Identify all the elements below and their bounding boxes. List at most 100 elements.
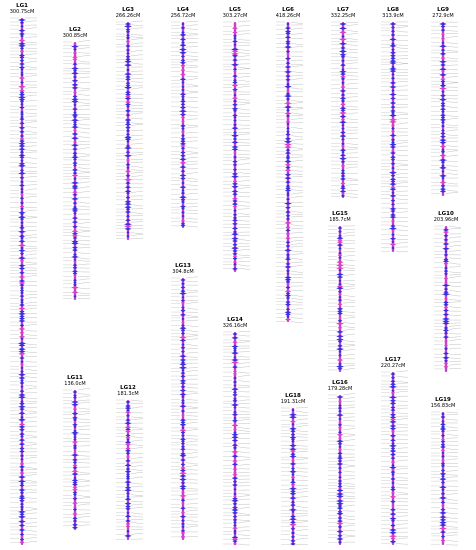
connector <box>395 58 406 60</box>
marker <box>232 103 238 107</box>
connector <box>290 95 301 97</box>
connector <box>130 45 141 48</box>
marker <box>440 469 446 472</box>
marker <box>231 336 239 340</box>
marker <box>181 426 185 430</box>
connector <box>185 440 196 443</box>
marker <box>20 507 24 511</box>
connector <box>24 368 35 371</box>
marker <box>439 98 447 101</box>
marker <box>73 253 77 257</box>
marker <box>179 404 187 408</box>
marker <box>441 488 445 492</box>
marker <box>286 82 290 86</box>
connector <box>77 471 88 474</box>
marker <box>440 104 446 108</box>
connector <box>237 66 248 69</box>
connector <box>77 191 88 193</box>
marker <box>441 120 445 124</box>
marker <box>125 57 131 61</box>
connector <box>24 444 35 447</box>
marker <box>19 294 25 298</box>
connector <box>24 489 35 491</box>
marker <box>389 182 397 186</box>
group-name: LG9 <box>437 7 449 13</box>
connector <box>24 237 35 239</box>
marker <box>439 52 447 56</box>
marker <box>72 423 78 427</box>
marker <box>291 510 295 514</box>
marker <box>286 315 290 319</box>
marker <box>337 485 343 488</box>
connector <box>24 121 35 124</box>
marker <box>73 120 77 124</box>
marker <box>71 412 79 415</box>
marker <box>179 487 187 491</box>
marker <box>439 73 447 77</box>
connector <box>77 516 88 518</box>
marker <box>181 81 185 84</box>
marker <box>337 442 343 446</box>
marker <box>72 147 78 151</box>
connector <box>445 520 456 523</box>
connector <box>290 176 301 178</box>
marker <box>442 335 450 339</box>
marker <box>180 420 186 424</box>
marker <box>71 143 79 147</box>
marker <box>286 154 290 158</box>
connector <box>77 170 88 173</box>
marker <box>285 241 291 244</box>
connector <box>237 386 248 388</box>
marker <box>441 176 445 180</box>
marker <box>285 300 291 304</box>
marker <box>284 105 292 109</box>
marker <box>290 480 296 484</box>
connector <box>395 477 406 479</box>
connector <box>237 25 248 27</box>
connector <box>185 180 196 182</box>
connector <box>130 512 141 515</box>
connector <box>237 124 248 126</box>
marker <box>291 440 295 443</box>
connector <box>395 44 406 46</box>
connector <box>290 21 301 24</box>
marker <box>233 529 237 533</box>
marker <box>391 481 395 485</box>
connector <box>290 321 301 323</box>
marker <box>18 239 26 243</box>
marker <box>284 143 292 146</box>
marker <box>233 410 237 414</box>
marker <box>337 430 343 434</box>
marker <box>340 182 346 185</box>
connector <box>237 128 248 130</box>
marker <box>389 118 397 122</box>
marker <box>180 54 186 58</box>
marker <box>338 247 342 250</box>
marker <box>389 466 397 469</box>
connector <box>130 427 141 429</box>
marker <box>233 376 237 380</box>
marker <box>440 56 446 60</box>
connector <box>448 285 459 287</box>
marker <box>336 519 344 523</box>
marker <box>124 25 132 28</box>
marker <box>73 429 77 433</box>
connector <box>24 305 35 307</box>
marker <box>180 447 186 451</box>
marker <box>441 454 445 458</box>
connector <box>445 426 456 429</box>
marker <box>181 306 185 309</box>
connector <box>24 73 35 75</box>
connector <box>24 466 35 469</box>
marker <box>18 211 26 215</box>
connector <box>185 465 196 467</box>
marker <box>337 238 343 242</box>
connector <box>237 42 248 44</box>
marker <box>125 218 131 222</box>
connector <box>395 224 406 227</box>
connector <box>448 325 459 327</box>
marker <box>181 496 185 500</box>
marker <box>338 487 342 490</box>
connector <box>130 124 141 126</box>
